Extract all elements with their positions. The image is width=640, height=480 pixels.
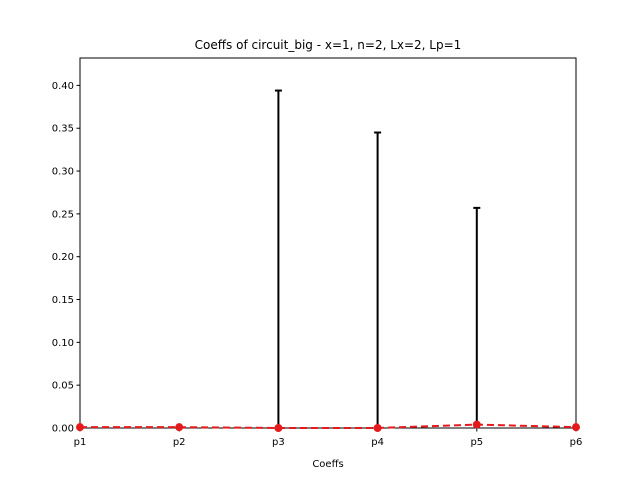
- y-tick-label: 0.25: [52, 209, 74, 220]
- data-point: [572, 423, 580, 432]
- x-tick-label: p6: [570, 437, 583, 448]
- data-point: [274, 424, 283, 432]
- series-points: [76, 420, 580, 432]
- error-bars: [274, 89, 481, 428]
- x-tick-label: p5: [470, 437, 483, 448]
- data-point: [373, 424, 382, 432]
- y-tick-label: 0.00: [52, 424, 74, 435]
- data-point: [76, 423, 84, 432]
- y-tick-label: 0.20: [52, 252, 74, 263]
- y-tick-label: 0.30: [52, 167, 74, 178]
- x-tick-label: p1: [74, 437, 87, 448]
- y-tick-label: 0.05: [52, 381, 74, 392]
- y-tick-label: 0.40: [52, 81, 74, 92]
- x-axis-title: Coeffs: [312, 459, 343, 470]
- x-tick-label: p3: [272, 437, 285, 448]
- y-tick-label: 0.35: [52, 124, 74, 135]
- x-tick-label: p2: [173, 437, 186, 448]
- series-line: [80, 423, 577, 429]
- data-point: [472, 420, 481, 429]
- y-tick-label: 0.15: [52, 295, 74, 306]
- data-point: [175, 423, 184, 432]
- x-tick-label: p4: [371, 437, 384, 448]
- chart-title: Coeffs of circuit_big - x=1, n=2, Lx=2, …: [195, 38, 462, 52]
- y-tick-label: 0.10: [52, 338, 74, 349]
- y-axis: 0.00 0.05 0.10 0.15 0.20 0.25 0.30 0.35 0.40: [52, 81, 80, 435]
- series-polyline: [80, 423, 577, 429]
